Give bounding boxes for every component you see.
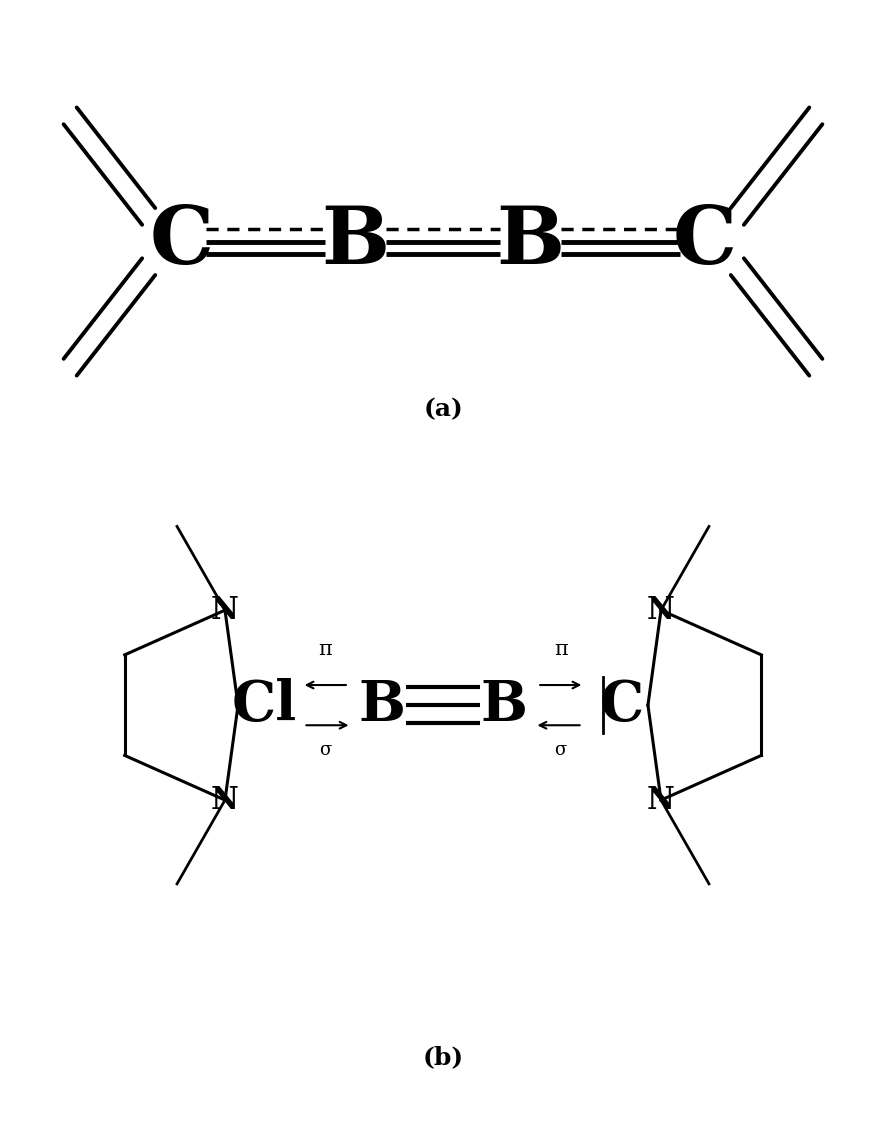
Text: N: N [211,785,239,815]
Text: B: B [359,677,406,733]
Text: N: N [647,785,675,815]
Text: N: N [211,595,239,625]
Text: B: B [496,202,564,280]
Text: (a): (a) [424,397,462,421]
Text: σ: σ [319,741,331,759]
Text: Cl: Cl [231,677,297,733]
Text: π: π [318,640,332,658]
Text: C: C [600,677,644,733]
Text: (b): (b) [423,1045,463,1069]
Text: C: C [150,202,214,280]
Text: C: C [672,202,736,280]
Text: B: B [480,677,527,733]
Text: π: π [554,640,568,658]
Text: N: N [647,595,675,625]
Text: σ: σ [555,741,567,759]
Text: B: B [322,202,390,280]
